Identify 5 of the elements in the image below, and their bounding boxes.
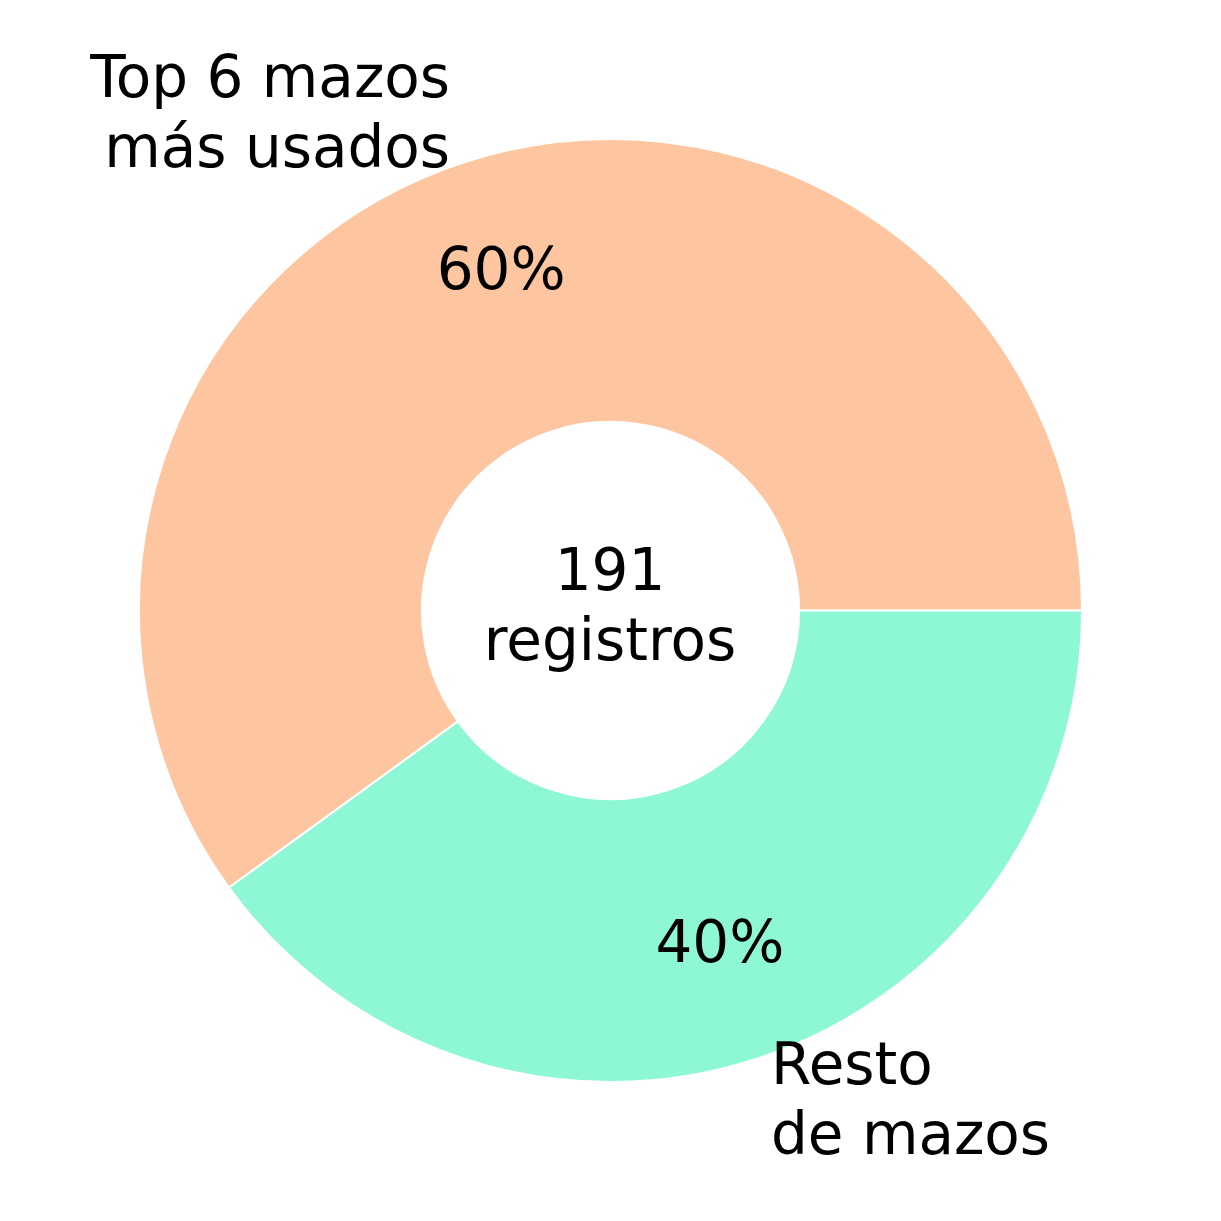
slice-label: Resto de mazos [770,1030,1051,1169]
data-label: 40% [655,908,785,977]
slice-label: Top 6 mazos más usados [89,42,451,181]
data-label: 60% [436,234,566,303]
text: 191 registros [483,536,737,675]
